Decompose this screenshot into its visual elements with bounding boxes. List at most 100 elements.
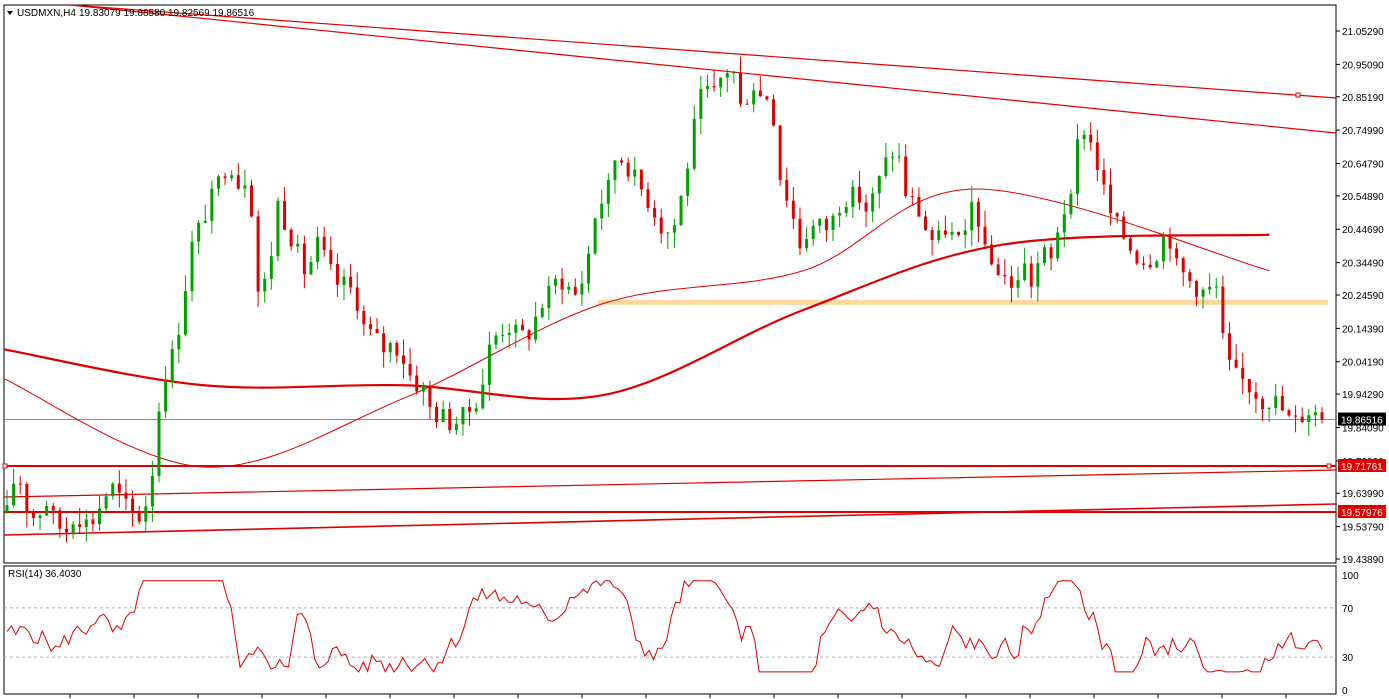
candle-body xyxy=(461,407,465,425)
candle-body xyxy=(283,200,287,230)
candles xyxy=(5,56,1324,543)
dropdown-triangle-icon[interactable] xyxy=(7,11,13,15)
candle-body xyxy=(131,498,135,511)
candle-body xyxy=(1234,359,1238,368)
candle-body xyxy=(421,386,425,392)
candle-body xyxy=(910,196,914,198)
candle-body xyxy=(970,201,974,231)
trendline-anchor[interactable] xyxy=(1326,463,1332,469)
candle-body xyxy=(950,231,954,235)
trendline[interactable] xyxy=(3,503,1337,536)
candle-body xyxy=(573,286,577,295)
candle-body xyxy=(738,72,742,104)
price-tick-label: 20.85190 xyxy=(1342,93,1384,104)
candle-body xyxy=(606,180,610,204)
candle-body xyxy=(705,86,709,89)
candle-body xyxy=(137,510,141,522)
candle-body xyxy=(1042,247,1046,264)
candle-body xyxy=(170,349,174,382)
candle-body xyxy=(177,334,181,350)
candle-body xyxy=(1181,258,1185,273)
candle-body xyxy=(679,195,683,226)
candle-body xyxy=(791,200,795,219)
candle-body xyxy=(1188,272,1192,281)
candle-body xyxy=(349,276,353,288)
time-axis xyxy=(69,694,1287,698)
candle-body xyxy=(553,278,557,286)
current-price-tag-bg xyxy=(1338,412,1386,426)
candle-body xyxy=(1115,213,1119,217)
candle-body xyxy=(316,236,320,262)
candle-body xyxy=(917,196,921,217)
candle-body xyxy=(335,263,339,285)
candle-body xyxy=(12,483,16,506)
candle-body xyxy=(408,363,412,376)
current-price-tag: 19.86516 xyxy=(1341,416,1383,427)
candle-body xyxy=(904,156,908,197)
candle-body xyxy=(1142,263,1146,265)
candle-body xyxy=(514,324,518,333)
candle-body xyxy=(236,175,240,189)
candle-body xyxy=(699,88,703,119)
candle-body xyxy=(355,287,359,311)
candle-body xyxy=(481,384,485,409)
moving-average-line xyxy=(3,188,1270,468)
candle-body xyxy=(600,203,604,219)
candle-body xyxy=(666,232,670,234)
trendline-anchor[interactable] xyxy=(2,463,8,469)
moving-averages xyxy=(3,188,1270,468)
candle-body xyxy=(296,243,300,247)
trendline-anchor[interactable] xyxy=(1295,92,1301,98)
candle-body xyxy=(851,186,855,208)
candle-body xyxy=(395,342,399,356)
candle-body xyxy=(1056,232,1060,259)
price-tick-label: 20.44690 xyxy=(1342,225,1384,236)
candle-body xyxy=(157,411,161,476)
candle-body xyxy=(593,218,597,254)
candle-body xyxy=(1267,408,1271,410)
candle-body xyxy=(1168,236,1172,249)
rsi-panel[interactable] xyxy=(3,565,1337,695)
candle-body xyxy=(31,512,35,518)
candle-body xyxy=(772,99,776,126)
candle-body xyxy=(1313,412,1317,416)
candle-body xyxy=(183,291,187,335)
price-tick-label: 20.14390 xyxy=(1342,324,1384,335)
price-panel[interactable] xyxy=(3,4,1337,564)
candle-body xyxy=(778,125,782,181)
candle-body xyxy=(289,229,293,247)
candle-body xyxy=(1062,214,1066,233)
trendline[interactable] xyxy=(69,4,1337,134)
trendline[interactable] xyxy=(69,4,1337,99)
candle-body xyxy=(249,185,253,217)
candle-body xyxy=(857,186,861,203)
candle-body xyxy=(587,253,591,284)
resistance-zone-band xyxy=(598,299,1328,305)
candle-body xyxy=(520,324,524,331)
candle-body xyxy=(672,225,676,233)
candle-body xyxy=(507,332,511,336)
candle-body xyxy=(996,264,1000,275)
symbol-label: USDMXN,H4 xyxy=(17,8,76,19)
candle-body xyxy=(957,231,961,236)
candle-body xyxy=(1214,286,1218,288)
candle-body xyxy=(838,213,842,216)
candle-body xyxy=(309,261,313,275)
candle-body xyxy=(1201,289,1205,297)
trendline[interactable] xyxy=(3,469,1337,498)
candle-body xyxy=(844,207,848,214)
candle-body xyxy=(1194,280,1198,297)
candle-body xyxy=(1095,142,1099,170)
candle-body xyxy=(646,189,650,209)
candle-body xyxy=(943,230,947,235)
candle-body xyxy=(1241,367,1245,379)
candle-body xyxy=(415,375,419,392)
candle-body xyxy=(1221,286,1225,334)
candle-body xyxy=(745,103,749,105)
rsi-axis: 100 70 30 0 xyxy=(4,571,1359,697)
candle-body xyxy=(342,276,346,285)
candle-body xyxy=(368,324,372,329)
candle-body xyxy=(527,330,531,340)
candle-body xyxy=(1076,139,1080,194)
